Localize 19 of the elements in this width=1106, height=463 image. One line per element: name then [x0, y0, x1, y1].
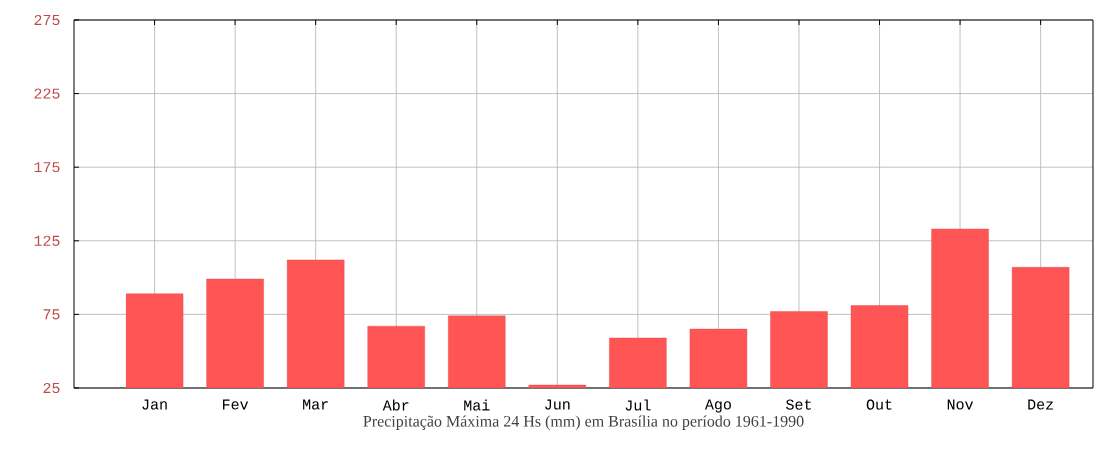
y-tick-label: 75: [43, 309, 60, 320]
x-axis-title: Precipitação Máxima 24 Hs (mm) em Brasília no período 1961-1990: [363, 415, 804, 430]
x-tick-label: Jan: [142, 399, 167, 410]
x-tick-label: Ago: [704, 399, 731, 413]
y-tick-label: 275: [34, 14, 60, 26]
x-tick-label: Fev: [223, 399, 249, 410]
y-tick-label: 25: [43, 382, 60, 394]
x-tick-label: Abr: [382, 399, 409, 411]
x-tick-label: Nov: [947, 399, 974, 410]
x-tick-label: Set: [786, 399, 811, 410]
x-tick-label: Jun: [545, 399, 570, 410]
x-tick-label: Jul: [625, 399, 651, 411]
x-tick-label: Mai: [464, 399, 490, 411]
x-tick-label: Mar: [303, 399, 328, 410]
x-tick-label: Dez: [1028, 399, 1053, 410]
y-tick-label: 175: [34, 162, 60, 173]
x-tick-label: Out: [866, 399, 892, 410]
y-tick-label: 225: [34, 88, 60, 99]
y-tick-label: 125: [34, 235, 60, 246]
